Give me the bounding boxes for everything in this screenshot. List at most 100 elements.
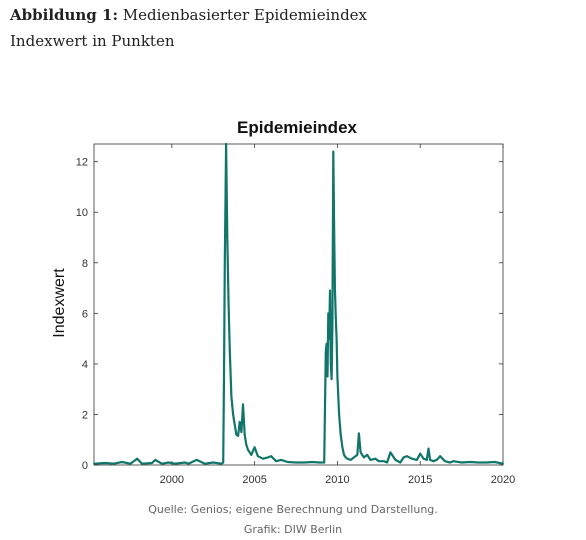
series-line xyxy=(93,142,504,465)
data-point xyxy=(247,448,249,451)
data-point xyxy=(331,325,334,327)
data-point xyxy=(326,375,329,378)
figure-label: Abbildung 1: xyxy=(10,6,118,24)
data-point xyxy=(449,461,451,464)
plot-frame xyxy=(93,143,504,466)
data-point xyxy=(377,460,380,463)
data-point xyxy=(167,461,170,464)
data-point xyxy=(406,455,408,458)
data-point xyxy=(204,462,206,465)
data-point xyxy=(329,363,332,365)
data-point xyxy=(232,413,235,416)
data-point xyxy=(435,459,438,461)
data-point xyxy=(237,435,240,437)
data-point xyxy=(359,451,362,454)
data-point xyxy=(253,446,256,449)
data-point xyxy=(336,375,339,378)
data-point xyxy=(334,287,336,289)
figure-caption: Abbildung 1: Medienbasierter Epidemieind… xyxy=(10,6,367,24)
data-point xyxy=(225,143,228,145)
data-point xyxy=(333,224,335,226)
data-point xyxy=(363,456,365,459)
data-point xyxy=(394,459,397,461)
data-point xyxy=(427,447,430,450)
data-point xyxy=(477,461,480,464)
y-tick-label: 6 xyxy=(82,308,88,320)
figure-title: Medienbasierter Epidemieindex xyxy=(122,6,368,24)
data-point xyxy=(267,456,269,459)
data-point xyxy=(328,337,330,340)
data-point xyxy=(502,462,504,465)
data-point xyxy=(341,446,344,449)
y-tick-label: 2 xyxy=(82,409,88,421)
data-point xyxy=(257,455,259,458)
data-point xyxy=(332,150,335,153)
x-tick-label: 2015 xyxy=(408,474,432,486)
x-tick-label: 2000 xyxy=(160,474,184,486)
data-point xyxy=(432,460,435,463)
data-point xyxy=(161,462,163,465)
data-point xyxy=(329,289,331,292)
data-point xyxy=(212,461,215,464)
data-point xyxy=(338,413,340,416)
y-axis-label: Indexwert xyxy=(51,268,68,338)
data-point xyxy=(325,342,328,345)
data-point xyxy=(141,462,143,465)
figure-subtitle: Indexwert in Punkten xyxy=(10,32,175,50)
data-point xyxy=(335,337,338,340)
data-point xyxy=(230,395,233,398)
data-point xyxy=(374,457,377,460)
data-point xyxy=(235,433,238,436)
y-tick-label: 12 xyxy=(76,157,88,169)
data-point xyxy=(242,403,244,406)
data-point xyxy=(330,378,333,380)
data-point xyxy=(226,236,229,239)
source-note: Quelle: Genios; eigene Berechnung und Da… xyxy=(148,503,438,516)
data-point xyxy=(104,462,107,464)
chart-title: Epidemieindex xyxy=(237,118,358,137)
data-point xyxy=(356,454,359,456)
data-point xyxy=(344,456,347,459)
data-point xyxy=(402,456,405,459)
data-point xyxy=(136,457,139,460)
data-point xyxy=(389,451,392,454)
data-point xyxy=(324,350,327,353)
data-point xyxy=(369,459,372,461)
graphic-credit: Grafik: DIW Berlin xyxy=(243,523,343,536)
data-point xyxy=(422,457,425,460)
data-point xyxy=(222,461,225,464)
x-tick-label: 2005 xyxy=(242,474,266,486)
data-point xyxy=(343,454,345,456)
data-point xyxy=(223,261,226,264)
data-point xyxy=(439,455,441,458)
data-point xyxy=(444,460,446,463)
data-point xyxy=(227,299,230,302)
data-point xyxy=(275,460,277,463)
data-point xyxy=(493,461,496,463)
data-point xyxy=(303,461,306,464)
data-point xyxy=(485,461,488,464)
data-point xyxy=(358,432,360,435)
data-point xyxy=(174,462,177,465)
data-point xyxy=(327,312,330,315)
data-point xyxy=(121,461,123,463)
data-point xyxy=(334,317,337,320)
data-point xyxy=(93,462,95,465)
x-tick-label: 2020 xyxy=(491,474,515,486)
data-point xyxy=(113,462,115,465)
y-tick-label: 8 xyxy=(82,258,88,270)
data-point xyxy=(346,457,349,460)
axis-ticks: 0 2 4 6 8 10 12 2000 2005 2010 2015 2020 xyxy=(76,144,515,486)
data-point xyxy=(460,461,463,464)
data-point xyxy=(280,459,282,461)
series-points xyxy=(93,143,504,465)
data-point xyxy=(220,462,223,465)
data-point xyxy=(452,460,455,463)
data-point xyxy=(366,454,369,456)
y-tick-label: 10 xyxy=(76,207,88,219)
data-point xyxy=(349,459,352,461)
data-point xyxy=(129,462,132,465)
data-point xyxy=(353,456,355,459)
x-tick-label: 2010 xyxy=(325,474,349,486)
data-point xyxy=(238,421,241,423)
